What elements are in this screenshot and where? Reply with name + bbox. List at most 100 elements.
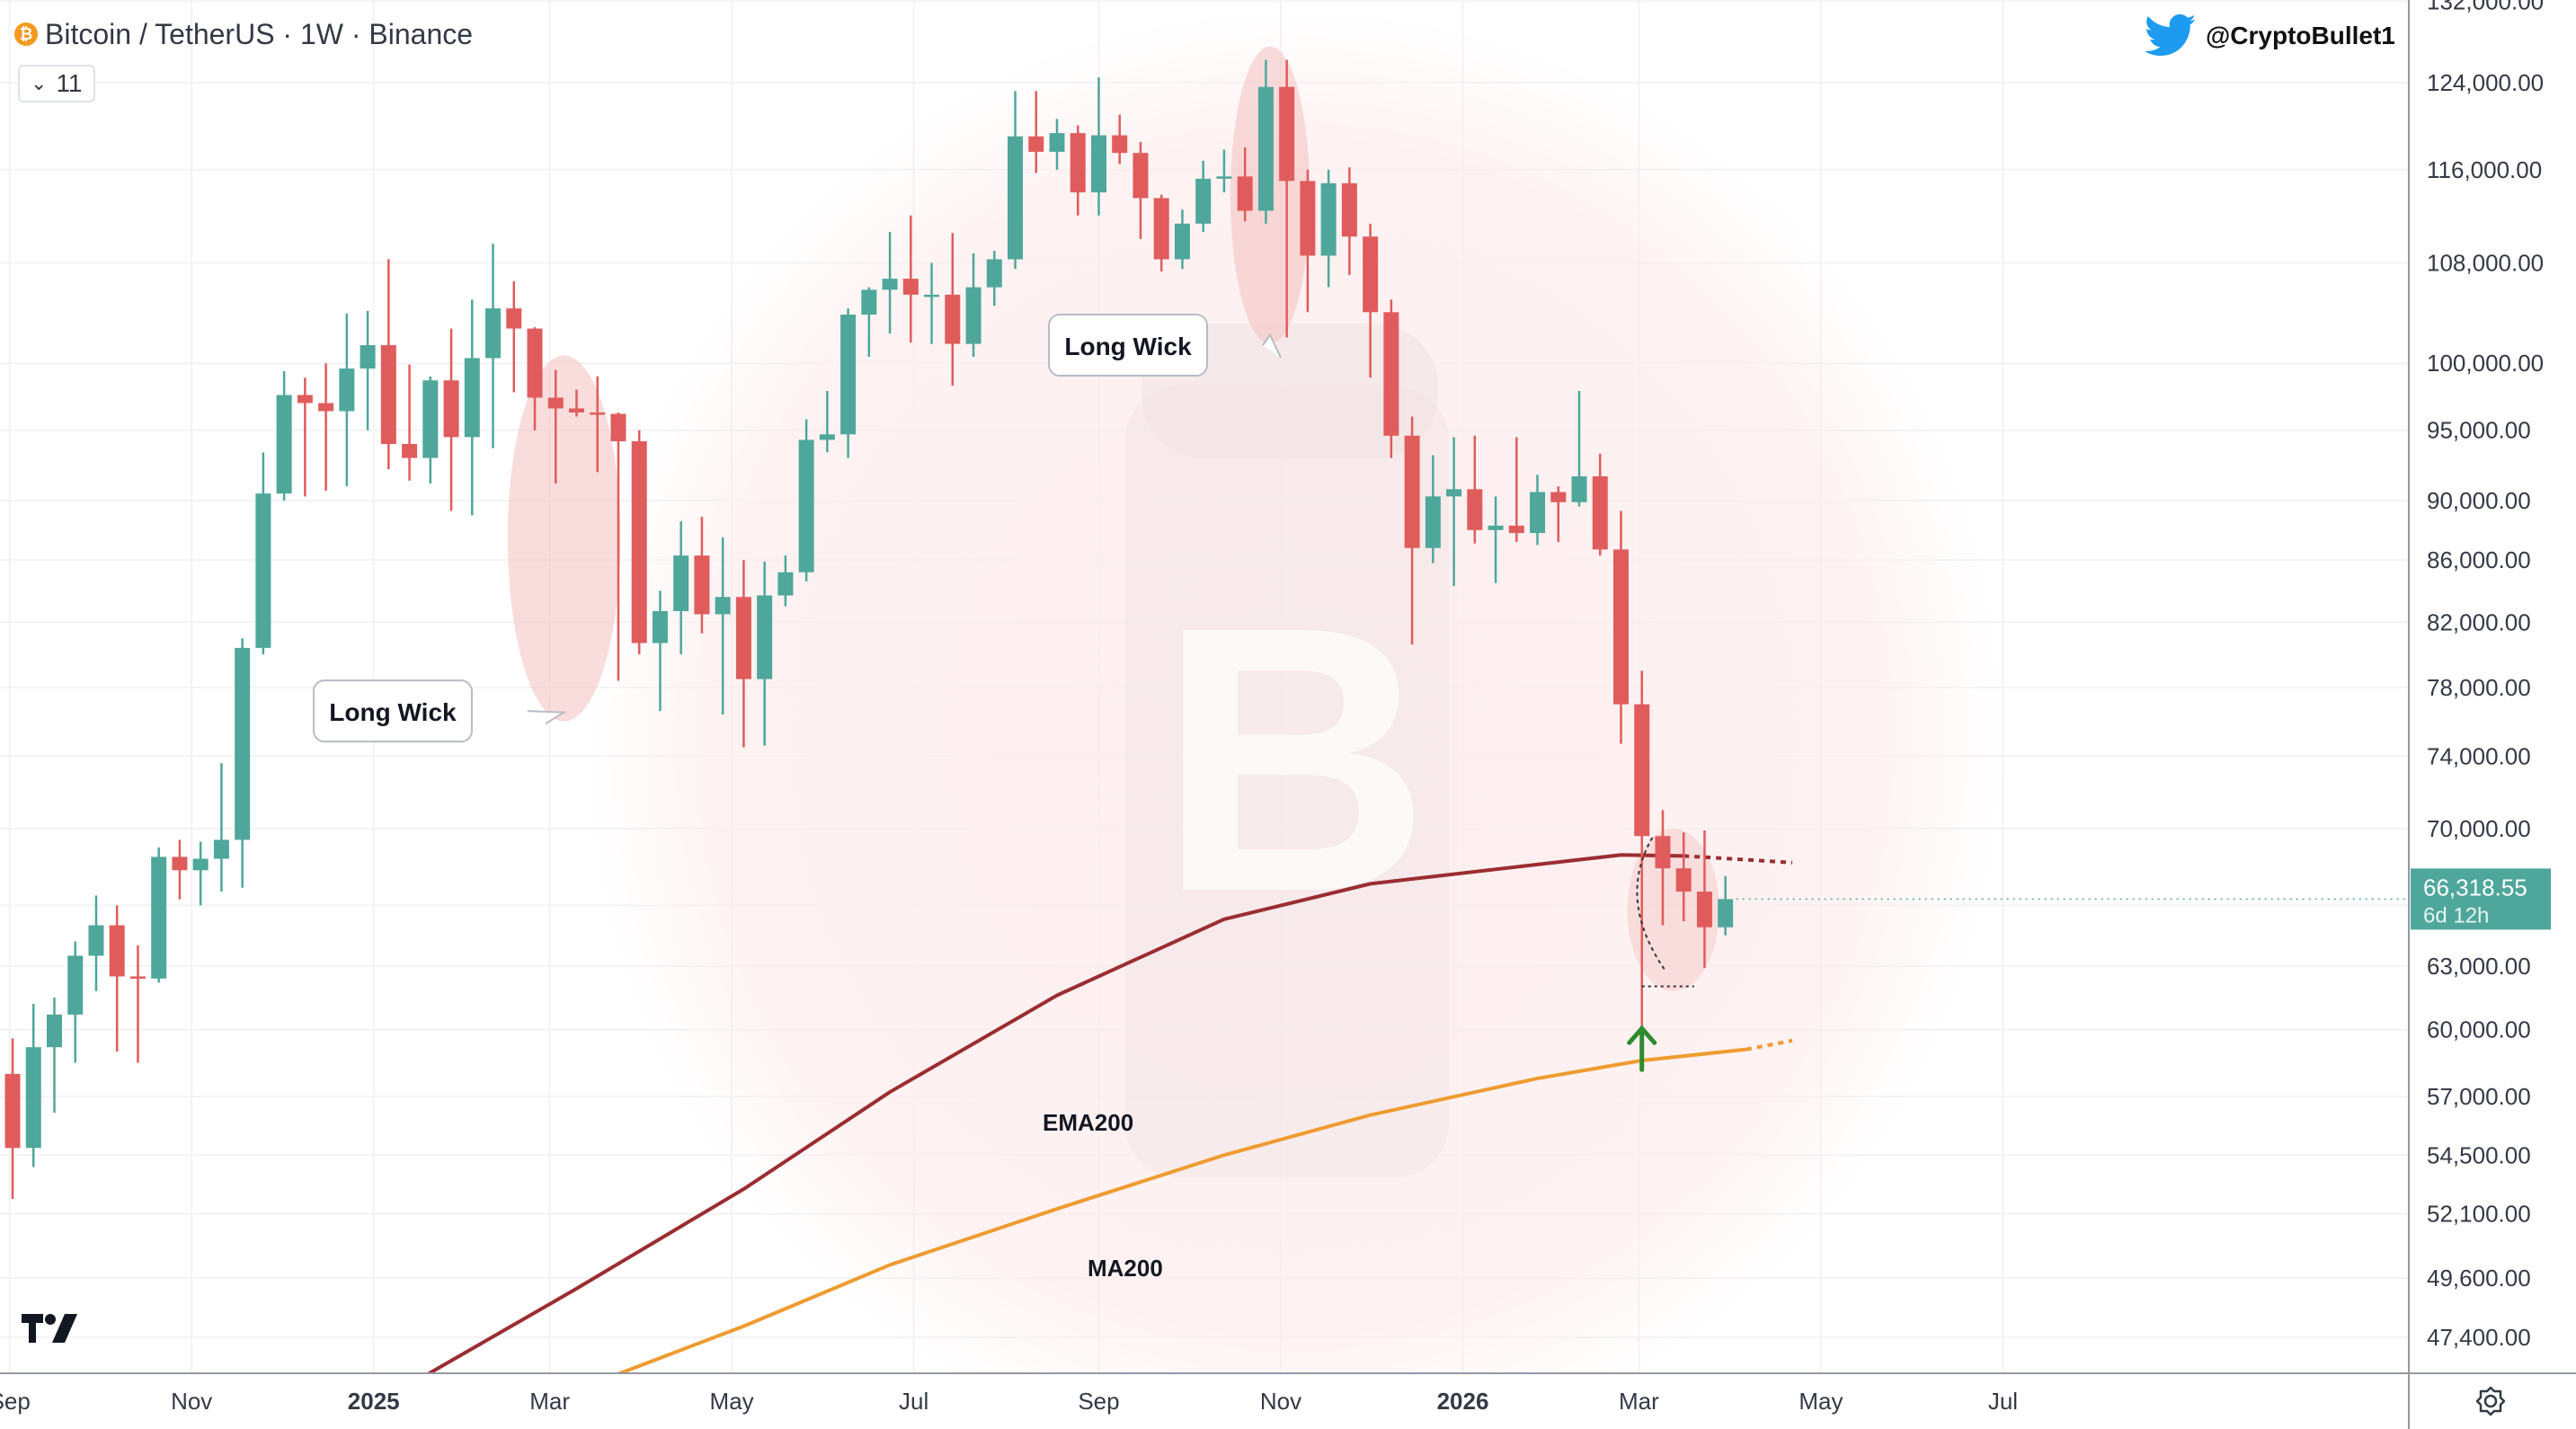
candle-body (1153, 198, 1169, 260)
candle (25, 1003, 41, 1167)
time-axis-background (0, 1373, 2576, 1429)
callout-box (1048, 314, 1209, 377)
candle-body (924, 294, 940, 297)
price-tick-label: 108,000.00 (2427, 250, 2544, 277)
candle-body (297, 395, 313, 404)
candle (1174, 209, 1190, 270)
candle-body (1655, 836, 1671, 869)
ema200-projection (1683, 854, 1793, 865)
candle-body (777, 572, 794, 596)
candle-body (757, 595, 773, 679)
settings-gear-icon[interactable] (2475, 1386, 2506, 1416)
candle-body (819, 434, 835, 440)
candle-body (1279, 86, 1295, 182)
ma200-projection (1745, 1038, 1793, 1052)
candle-body (1718, 899, 1734, 928)
candle-body (1195, 178, 1212, 224)
candle (1488, 496, 1504, 583)
candle (1279, 59, 1295, 338)
candle (673, 520, 689, 655)
price-axis-background (2409, 0, 2576, 1429)
chart-title[interactable]: ₿ Bitcoin / TetherUS · 1W · Binance (14, 16, 473, 52)
price-tick-label: 86,000.00 (2427, 546, 2531, 573)
candle-body (1090, 135, 1106, 193)
candle (610, 412, 626, 681)
candle-body (1300, 181, 1316, 256)
candle (360, 310, 376, 430)
annotations: Long Wick Long Wick EMA200 MA200 (312, 314, 1694, 1282)
candle-body (422, 380, 439, 458)
candle-body (506, 308, 522, 329)
candle (1341, 167, 1357, 276)
candle-body (192, 858, 209, 871)
candle-body (694, 555, 710, 615)
candle (547, 369, 564, 484)
callout-pointer (1262, 333, 1282, 359)
twitter-bird-icon (2145, 13, 2197, 56)
time-tick-label: May (1799, 1388, 1843, 1415)
candle (339, 313, 355, 487)
candle-body (255, 493, 271, 648)
svg-text:B: B (1158, 549, 1430, 971)
candle-body (840, 315, 857, 435)
candle (1363, 223, 1379, 378)
candles (4, 59, 1734, 1200)
time-tick-label: Mar (529, 1388, 570, 1415)
highlights (507, 46, 1719, 991)
candle-body (1550, 492, 1567, 502)
candle (422, 376, 439, 484)
candle (1404, 416, 1420, 645)
candle (1655, 810, 1671, 926)
candle (965, 253, 982, 357)
candle (1049, 119, 1065, 170)
long-wick-label: Long Wick (329, 698, 457, 726)
candle-body (1696, 892, 1712, 928)
candle (276, 370, 292, 501)
candle-body (590, 412, 606, 415)
candle-body (1612, 549, 1629, 705)
long-wick-label: Long Wick (1064, 333, 1192, 360)
price-tick-label: 54,500.00 (2427, 1141, 2531, 1168)
price-tick-label: 52,100.00 (2427, 1201, 2531, 1228)
candle (402, 364, 418, 481)
indicators-toggle-button[interactable]: ⌄ 11 (18, 65, 95, 102)
time-tick-label: 2026 (1437, 1388, 1489, 1415)
price-tick-label: 82,000.00 (2427, 608, 2531, 635)
candle (986, 251, 1002, 306)
candle (1696, 830, 1712, 969)
candle (1612, 510, 1629, 744)
candle (1634, 670, 1650, 1030)
candle (945, 233, 961, 386)
candle (485, 244, 502, 448)
candle-body (1174, 223, 1190, 260)
time-tick-label: Nov (1260, 1388, 1301, 1415)
candle-body (1216, 176, 1232, 179)
candle-body (1008, 136, 1024, 260)
candle (882, 231, 898, 334)
candle-body (1508, 525, 1524, 534)
time-tick-label: Jul (899, 1388, 928, 1415)
tradingview-logo-icon[interactable] (22, 1314, 79, 1343)
time-tick-label: Mar (1619, 1388, 1659, 1415)
candle-body (235, 647, 251, 840)
price-tick-label: 63,000.00 (2427, 953, 2531, 980)
candle-body (798, 439, 814, 572)
candle (840, 308, 857, 458)
price-tick-label: 100,000.00 (2427, 350, 2544, 377)
candle-body (1049, 133, 1065, 152)
candle-body (443, 380, 459, 438)
candle-body (67, 955, 84, 1015)
candle (1467, 435, 1483, 544)
author-handle: @CryptoBullet1 (2206, 22, 2395, 49)
candle (1383, 299, 1399, 458)
price-tick-label: 49,600.00 (2427, 1265, 2531, 1291)
candle-body (1237, 176, 1253, 211)
candle (902, 215, 919, 343)
candle (67, 941, 84, 1063)
candle-body (673, 555, 689, 611)
candle-body (1320, 182, 1337, 256)
candle (1133, 141, 1149, 239)
time-tick-label: May (710, 1388, 754, 1415)
candle-body (1363, 236, 1379, 313)
